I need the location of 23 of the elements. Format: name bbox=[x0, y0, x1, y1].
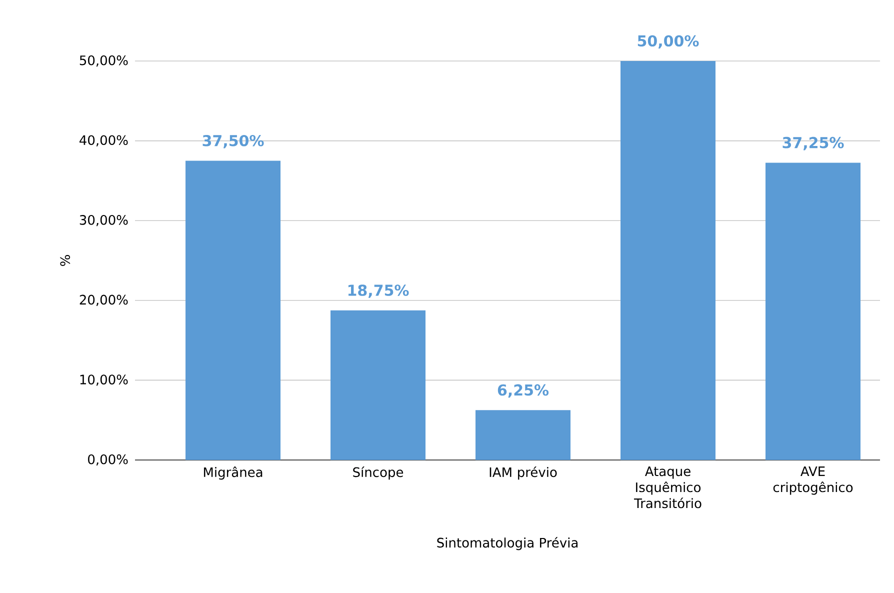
y-axis-title: % bbox=[60, 255, 70, 266]
y-tick-label: 0,00% bbox=[88, 454, 128, 466]
x-tick-label: Síncope bbox=[353, 466, 404, 480]
bar bbox=[186, 160, 281, 460]
x-tick-label: Migrânea bbox=[204, 466, 262, 480]
x-tick-label: Ataque Isquêmico Transitório bbox=[634, 466, 702, 508]
bar bbox=[766, 162, 860, 460]
data-label: 37,25% bbox=[782, 136, 844, 150]
bar bbox=[620, 60, 716, 460]
x-axis-title: Sintomatologia Prévia bbox=[437, 537, 578, 550]
data-label: 37,50% bbox=[202, 134, 264, 148]
x-tick-label: IAM prévio bbox=[490, 466, 557, 480]
x-tick-label: AVE criptogênico bbox=[773, 466, 853, 495]
bar bbox=[476, 410, 571, 460]
data-label: 50,00% bbox=[638, 35, 699, 48]
data-label: 18,75% bbox=[348, 284, 409, 298]
y-tick-label: 20,00% bbox=[80, 294, 128, 306]
y-tick-label: 40,00% bbox=[80, 135, 128, 146]
y-tick-label: 50,00% bbox=[80, 55, 128, 67]
y-tick-label: 10,00% bbox=[80, 374, 128, 386]
y-tick-label: 30,00% bbox=[80, 215, 128, 226]
bar bbox=[330, 310, 426, 460]
data-label: 6,25% bbox=[498, 384, 549, 398]
